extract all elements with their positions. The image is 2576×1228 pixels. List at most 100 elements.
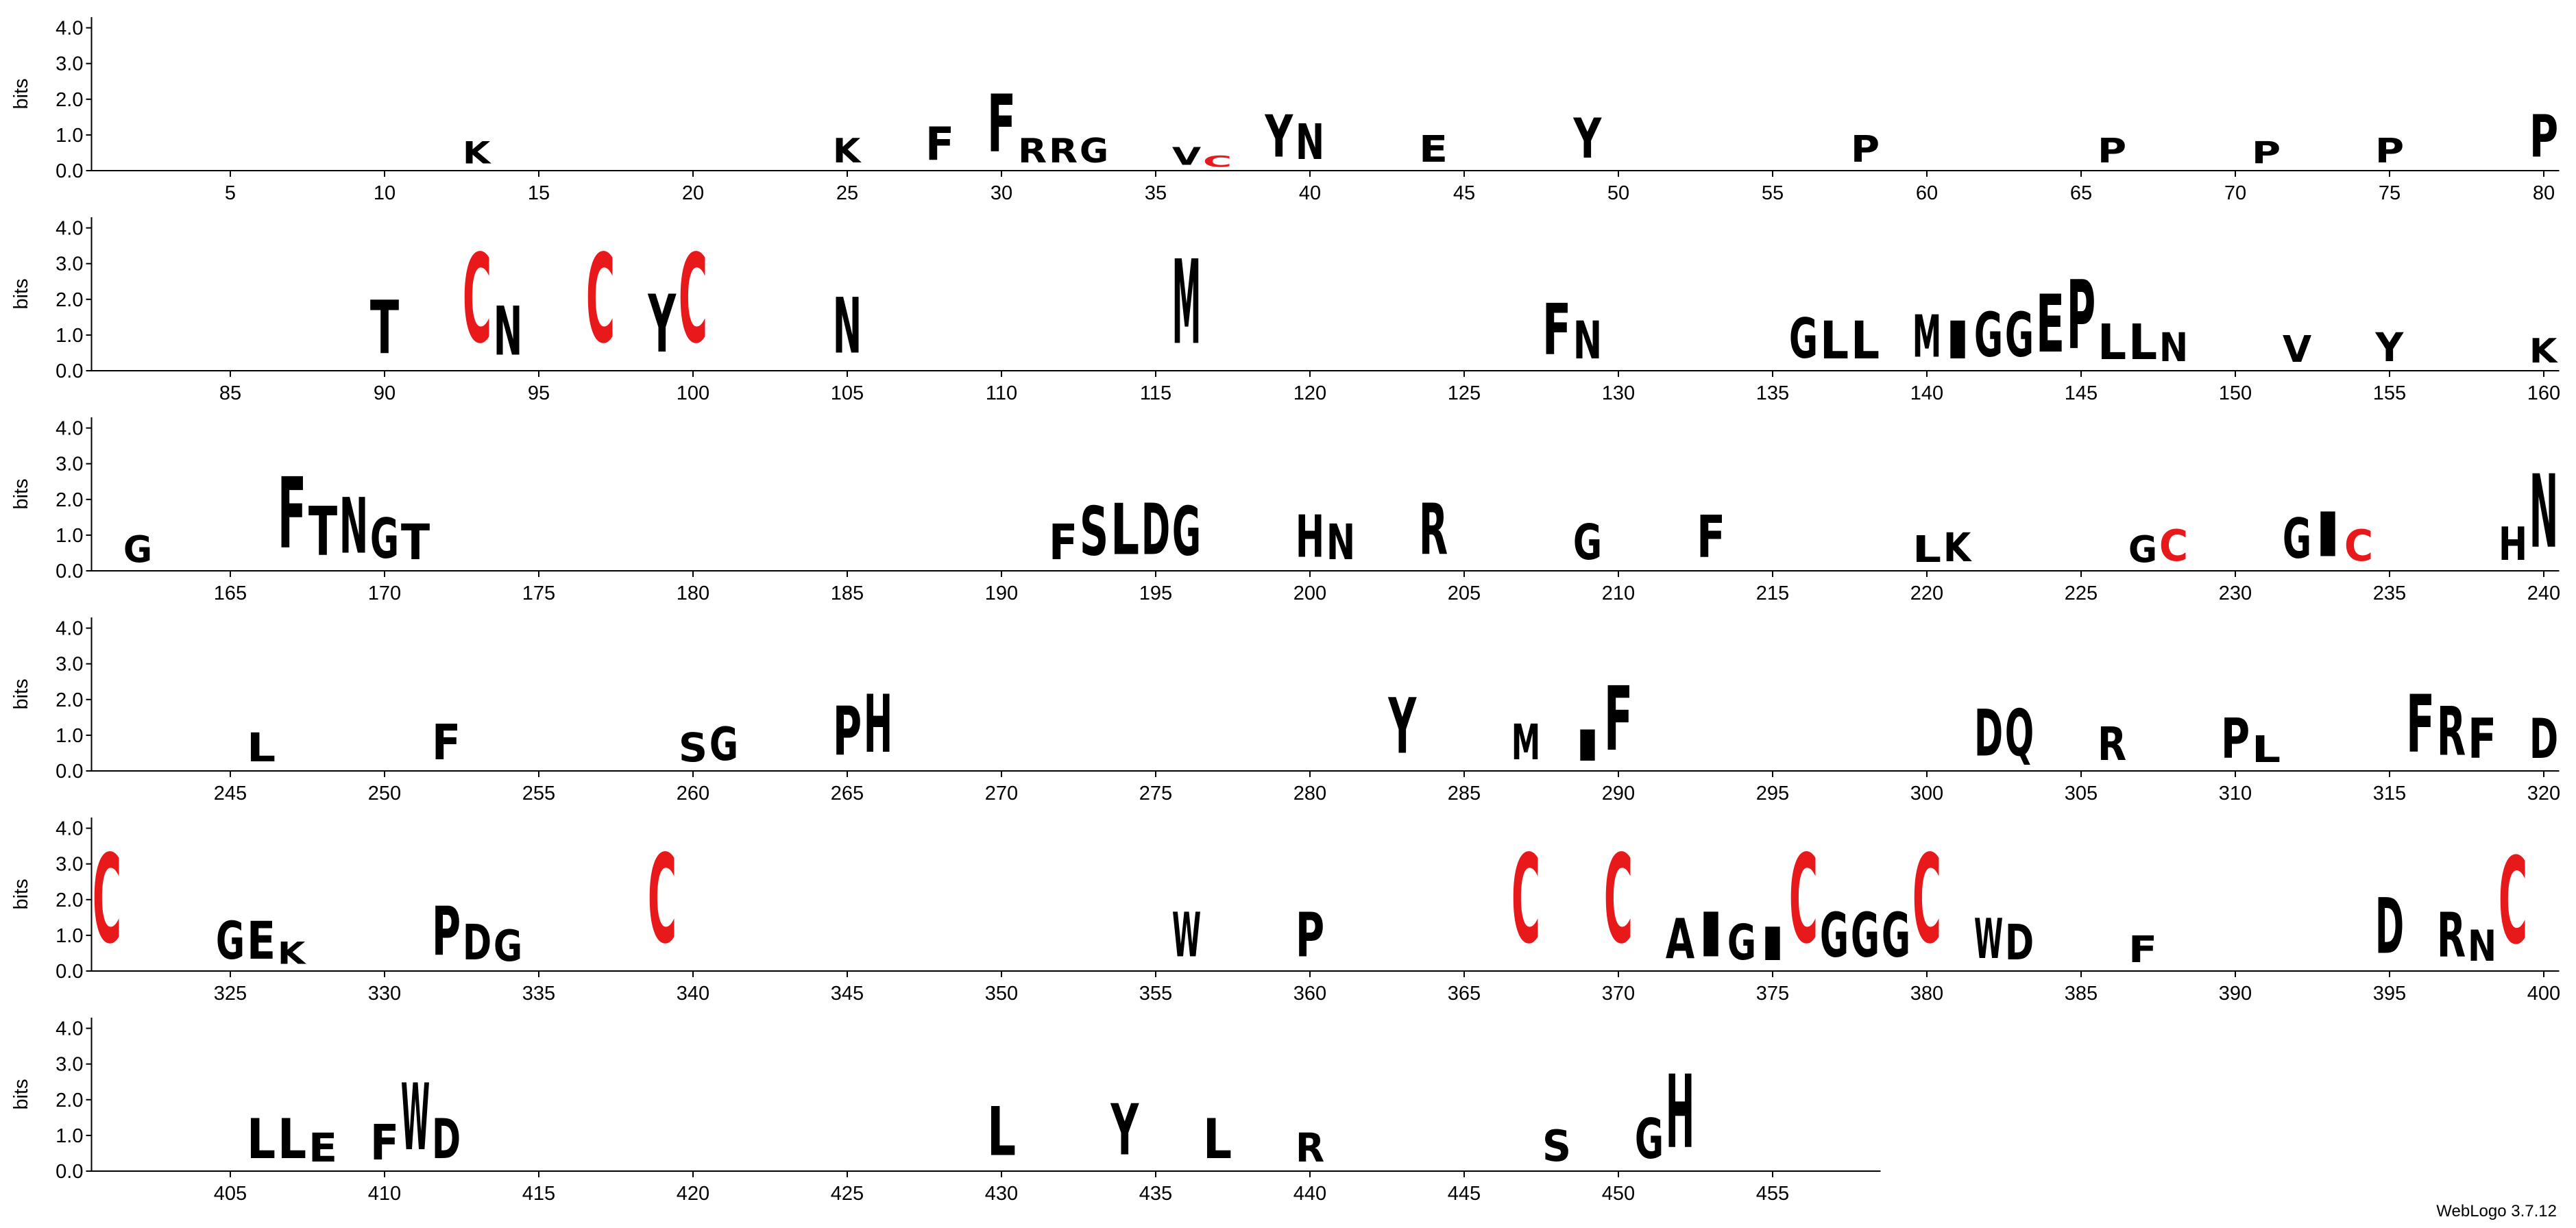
logo-letter: Y xyxy=(648,278,677,371)
x-tick-label: 10 xyxy=(374,182,396,204)
x-tick-label: 270 xyxy=(985,783,1018,805)
logo-letter: G xyxy=(1789,306,1818,371)
x-tick-label: 160 xyxy=(2527,382,2560,404)
x-tick-label: 105 xyxy=(831,382,864,404)
x-tick-label: 200 xyxy=(1293,582,1326,604)
logo-letter: R xyxy=(1018,132,1047,171)
y-tick-label: 3.0 xyxy=(56,254,83,275)
logo-letter: R xyxy=(2098,718,2126,772)
logo-letter: H xyxy=(864,679,892,772)
logo-letter: Y xyxy=(2374,325,2403,371)
x-tick-label: 215 xyxy=(1756,582,1789,604)
logo-letter: I xyxy=(1758,918,1787,971)
logo-letter: W xyxy=(1974,907,2003,971)
y-tick-label: 0.0 xyxy=(56,160,83,182)
y-axis-label: bits xyxy=(10,879,32,909)
x-tick-label: 375 xyxy=(1756,983,1789,1005)
x-tick-label: 125 xyxy=(1448,382,1481,404)
logo-letter: L xyxy=(247,1108,276,1172)
x-tick-label: 310 xyxy=(2219,783,2252,805)
logo-letter: Y xyxy=(1388,682,1417,771)
logo-letter: G xyxy=(1172,493,1201,571)
logo-letter: V xyxy=(1172,142,1202,171)
y-tick-label: 1.0 xyxy=(56,925,83,947)
logo-letter: C xyxy=(93,829,121,971)
logo-letter: P xyxy=(2098,131,2126,171)
logo-letter: C xyxy=(1203,153,1232,171)
x-tick-label: 410 xyxy=(368,1183,401,1205)
x-tick-label: 135 xyxy=(1756,382,1789,404)
logo-letter: M xyxy=(1511,714,1540,771)
logo-letter: S xyxy=(679,724,707,771)
x-tick-label: 150 xyxy=(2219,382,2252,404)
x-tick-label: 325 xyxy=(214,983,247,1005)
y-tick-label: 0.0 xyxy=(56,360,83,382)
logo-letter: P xyxy=(2221,707,2250,771)
x-tick-label: 70 xyxy=(2224,182,2246,204)
logo-letter: D xyxy=(2529,707,2558,771)
logo-letter: N xyxy=(833,283,862,371)
logo-letter: G xyxy=(1974,300,2003,371)
logo-letter: P xyxy=(2529,104,2558,171)
logo-letter: G xyxy=(1573,513,1602,571)
x-tick-label: 250 xyxy=(368,783,401,805)
logo-letter: F xyxy=(1542,288,1571,371)
x-tick-label: 345 xyxy=(831,983,864,1005)
logo-letter: R xyxy=(2437,692,2466,771)
x-tick-label: 120 xyxy=(1293,382,1326,404)
y-tick-label: 0.0 xyxy=(56,961,83,983)
y-tick-label: 4.0 xyxy=(56,218,83,240)
x-tick-label: 330 xyxy=(368,983,401,1005)
logo-letter: G xyxy=(1727,913,1756,971)
y-tick-label: 4.0 xyxy=(56,1018,83,1040)
logo-letter: T xyxy=(370,285,400,371)
logo-letter: H xyxy=(1296,504,1324,571)
logo-letter: A xyxy=(1666,907,1694,971)
y-tick-label: 4.0 xyxy=(56,18,83,40)
x-tick-label: 450 xyxy=(1602,1183,1635,1205)
x-tick-label: 35 xyxy=(1145,182,1167,204)
logo-letter: L xyxy=(1820,310,1849,371)
logo-letter: L xyxy=(2098,315,2126,371)
logo-letter: I xyxy=(1697,900,1725,972)
logo-letter: I xyxy=(2313,500,2342,572)
logo-letter: C xyxy=(679,229,707,371)
x-tick-label: 15 xyxy=(528,182,550,204)
logo-letter: H xyxy=(2499,517,2527,571)
logo-letter: C xyxy=(1789,829,1818,971)
logo-letter: F xyxy=(278,457,306,571)
x-tick-label: 440 xyxy=(1293,1183,1326,1205)
y-tick-label: 4.0 xyxy=(56,818,83,840)
x-tick-label: 395 xyxy=(2373,983,2406,1005)
x-tick-label: 300 xyxy=(1910,783,1943,805)
y-tick-label: 3.0 xyxy=(56,53,83,75)
logo-letter: G xyxy=(1851,900,1880,972)
x-tick-label: 110 xyxy=(986,382,1017,404)
logo-letter: D xyxy=(2375,883,2404,972)
logo-letter: T xyxy=(401,514,430,571)
logo-letter: P xyxy=(2252,136,2281,171)
y-tick-label: 1.0 xyxy=(56,125,83,147)
x-tick-label: 130 xyxy=(1602,382,1635,404)
logo-letter: Q xyxy=(2005,696,2034,771)
y-tick-label: 4.0 xyxy=(56,418,83,440)
x-tick-label: 180 xyxy=(677,582,709,604)
y-tick-label: 3.0 xyxy=(56,654,83,676)
y-tick-label: 1.0 xyxy=(56,1125,83,1147)
logo-letter: W xyxy=(401,1066,430,1172)
logo-letter: W xyxy=(1172,900,1201,972)
logo-letter: H xyxy=(1666,1053,1694,1170)
y-tick-label: 0.0 xyxy=(56,561,83,582)
logo-letter: M xyxy=(1172,236,1201,371)
x-tick-label: 420 xyxy=(677,1183,709,1205)
logo-letter: N xyxy=(2468,922,2496,972)
x-tick-label: 290 xyxy=(1602,783,1635,805)
logo-letter: R xyxy=(2437,900,2466,972)
logo-letter: G xyxy=(2283,506,2311,571)
logo-letter: F xyxy=(2406,678,2435,771)
logo-letter: G xyxy=(2128,528,2157,571)
logo-letter: D xyxy=(463,914,491,971)
logo-letter: F xyxy=(925,118,954,171)
x-tick-label: 265 xyxy=(831,783,864,805)
